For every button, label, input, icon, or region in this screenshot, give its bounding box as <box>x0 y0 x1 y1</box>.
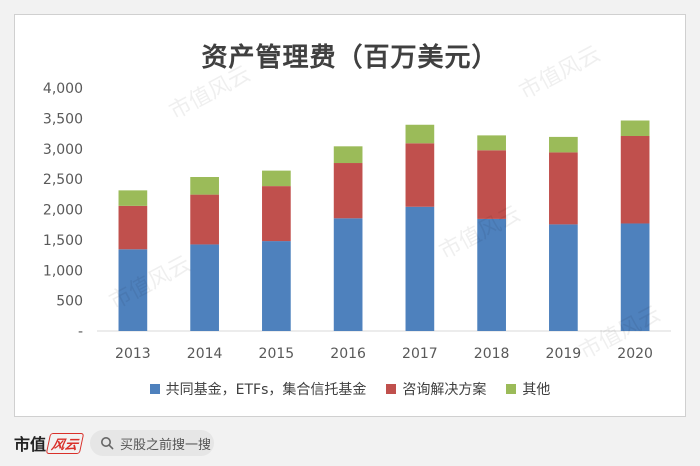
legend-item-other: 其他 <box>506 379 550 399</box>
bar-advisory-2016 <box>333 163 363 219</box>
legend-swatch-mutual-funds <box>149 384 160 394</box>
bar-mutual-funds-2020 <box>620 223 650 331</box>
y-tick-label: - <box>78 324 83 340</box>
brand-name: 市值 <box>14 435 47 454</box>
bar-advisory-2019 <box>549 152 578 225</box>
bar-mutual-funds-2014 <box>190 244 219 331</box>
bar-other-2016 <box>333 146 363 164</box>
bar-mutual-funds-2016 <box>333 218 363 331</box>
x-tick-label: 2020 <box>617 346 653 362</box>
bar-mutual-funds-2018 <box>477 218 506 331</box>
y-tick-label: 1,500 <box>43 233 83 249</box>
bar-mutual-funds-2019 <box>549 224 578 331</box>
x-tick-label: 2017 <box>402 346 438 362</box>
y-tick-label: 2,000 <box>43 203 83 219</box>
search-box[interactable]: 买股之前搜一搜 <box>90 430 214 456</box>
footer-bar: 市值 风云 买股之前搜一搜 <box>0 420 700 466</box>
legend-swatch-other <box>506 384 517 394</box>
y-tick-label: 500 <box>56 294 83 310</box>
bar-mutual-funds-2017 <box>405 206 435 331</box>
bar-other-2015 <box>262 170 291 187</box>
bar-advisory-2014 <box>190 194 219 245</box>
legend-item-advisory: 咨询解决方案 <box>386 379 486 399</box>
chart-legend: 共同基金，ETFs，集合信托基金 咨询解决方案 其他 <box>15 379 685 399</box>
bar-mutual-funds-2015 <box>262 241 291 331</box>
bar-advisory-2015 <box>262 186 291 242</box>
x-tick-label: 2016 <box>330 346 366 362</box>
legend-label-advisory: 咨询解决方案 <box>402 382 487 398</box>
bar-other-2020 <box>620 120 650 136</box>
bar-advisory-2018 <box>477 150 506 219</box>
legend-label-mutual-funds: 共同基金，ETFs，集合信托基金 <box>165 382 367 398</box>
x-tick-label: 2018 <box>474 346 510 362</box>
legend-label-other: 其他 <box>522 382 551 398</box>
bar-advisory-2020 <box>620 135 650 224</box>
legend-swatch-advisory <box>386 384 397 394</box>
y-tick-label: 3,500 <box>43 111 83 127</box>
bar-advisory-2017 <box>405 143 435 207</box>
bar-mutual-funds-2013 <box>118 249 148 331</box>
bar-other-2017 <box>405 124 435 144</box>
brand-logo[interactable]: 市值 风云 <box>14 431 85 455</box>
y-tick-label: 2,500 <box>43 172 83 188</box>
x-tick-label: 2019 <box>546 346 582 362</box>
x-tick-label: 2013 <box>115 346 151 362</box>
chart-title: 资产管理费（百万美元） <box>201 43 499 73</box>
bar-other-2019 <box>549 136 578 153</box>
y-tick-label: 3,000 <box>43 142 83 158</box>
search-icon <box>101 437 114 450</box>
x-tick-label: 2014 <box>187 346 223 362</box>
bar-other-2014 <box>190 176 219 195</box>
legend-item-mutual-funds: 共同基金，ETFs，集合信托基金 <box>149 379 367 399</box>
bar-other-2013 <box>118 190 148 206</box>
search-placeholder: 买股之前搜一搜 <box>120 437 212 453</box>
chart-card: - 500 1,000 1,500 2,000 2,500 3,000 3,500 4,000 2… <box>14 14 686 417</box>
bar-other-2018 <box>477 135 506 151</box>
y-tick-label: 1,000 <box>43 263 83 279</box>
x-tick-label: 2015 <box>259 346 295 362</box>
chart-plot: - 500 1,000 1,500 2,000 2,500 3,000 3,500 4,000 2… <box>43 81 671 362</box>
brand-stamp: 风云 <box>45 432 85 454</box>
y-tick-label: 4,000 <box>43 81 83 97</box>
bar-advisory-2013 <box>118 205 148 250</box>
